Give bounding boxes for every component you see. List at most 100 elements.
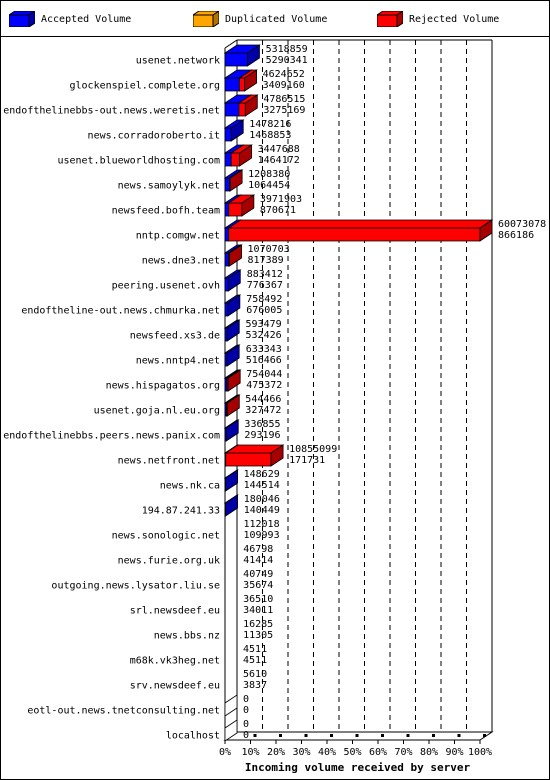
- legend-item-duplicated: Duplicated Volume: [193, 9, 327, 29]
- value-label-accepted: 293196: [244, 430, 280, 441]
- x-tick-marker: [381, 734, 384, 737]
- value-label-total: 336855: [244, 419, 280, 430]
- legend: Accepted Volume Duplicated Volume Reject…: [1, 1, 549, 37]
- value-label-total: 1208380: [248, 169, 290, 180]
- legend-label-duplicated: Duplicated Volume: [225, 13, 328, 25]
- blue-3d-box-icon: [9, 11, 35, 27]
- value-label-total: 0: [243, 719, 249, 730]
- value-label-total: 3447688: [258, 144, 300, 155]
- bar-accepted-front: [224, 127, 232, 142]
- value-label-accepted: 870671: [260, 205, 296, 216]
- value-label-accepted: 34011: [243, 605, 273, 616]
- x-tick-label: 50%: [343, 747, 361, 758]
- x-tick-label: 80%: [420, 747, 438, 758]
- bar-accepted-front: [224, 77, 240, 92]
- bar-accepted-side: [247, 44, 260, 67]
- category-label: news.bbs.nz: [154, 631, 220, 642]
- category-label: srl.newsdeef.eu: [130, 606, 220, 617]
- x-tick-label: 20%: [267, 747, 285, 758]
- value-label-accepted: 817389: [248, 255, 284, 266]
- value-label-total: 4624652: [263, 69, 305, 80]
- category-label: news.hispagatos.org: [106, 381, 220, 392]
- bar-accepted-side: [227, 294, 241, 317]
- bar-rejected-front: [230, 152, 241, 167]
- bar-rejected-side: [244, 69, 258, 92]
- bar-rejected-side: [229, 169, 243, 192]
- category-label: news.sonologic.net: [112, 531, 220, 542]
- bar-rejected-side: [244, 94, 258, 117]
- bar-rejected-side: [229, 244, 242, 267]
- bar-rejected-side: [226, 394, 240, 417]
- legend-swatch-side: [212, 11, 219, 27]
- category-label: usenet.network: [136, 56, 220, 67]
- x-tick-label: 60%: [369, 747, 387, 758]
- category-label: localhost: [166, 731, 220, 742]
- value-label-accepted: 4511: [243, 655, 267, 666]
- category-label: endoftheline-out.news.chmurka.net: [21, 306, 220, 317]
- x-tick-label: 10%: [241, 747, 259, 758]
- value-label-total: 3971903: [260, 194, 302, 205]
- x-tick-marker: [355, 734, 359, 737]
- x-tick-marker: [253, 734, 257, 737]
- value-label-total: 758492: [246, 294, 282, 305]
- bar-accepted-front: [224, 227, 230, 242]
- legend-label-rejected: Rejected Volume: [409, 13, 500, 25]
- value-label-total: 1478216: [249, 119, 291, 130]
- bar-rejected-front: [228, 227, 481, 242]
- value-label-accepted: 171731: [289, 455, 325, 466]
- bar-rejected-side: [270, 444, 284, 467]
- x-tick-marker: [304, 734, 308, 737]
- value-label-accepted: 516466: [246, 355, 282, 366]
- category-label: outgoing.news.lysator.liu.se: [51, 581, 220, 592]
- value-label-accepted: 140449: [244, 505, 280, 516]
- bar-accepted-side: [225, 494, 238, 517]
- value-label-total: 5318859: [266, 44, 308, 55]
- value-label-total: 112018: [243, 519, 279, 530]
- value-label-total: 148629: [244, 469, 280, 480]
- value-label-total: 754044: [246, 369, 282, 380]
- category-label: news.nntp4.net: [136, 356, 220, 367]
- legend-item-accepted: Accepted Volume: [9, 9, 131, 29]
- x-tick-marker: [483, 734, 486, 737]
- x-tick-marker: [279, 734, 282, 737]
- category-label: usenet.goja.nl.eu.org: [94, 406, 220, 417]
- bar-accepted-front: [224, 252, 229, 267]
- value-label-accepted: 3409160: [263, 80, 305, 91]
- bar-rejected-side: [239, 144, 253, 167]
- value-label-total: 544466: [245, 394, 281, 405]
- category-label: newsfeed.xs3.de: [130, 331, 220, 342]
- value-label-total: 4511: [243, 644, 267, 655]
- value-label-accepted: 5290341: [266, 55, 308, 66]
- bar-rejected-front: [239, 77, 246, 92]
- value-label-accepted: 3837: [243, 680, 267, 691]
- value-label-total: 883412: [247, 269, 283, 280]
- x-tick-label: 100%: [468, 747, 492, 758]
- value-label-total: 593479: [246, 319, 282, 330]
- bar-rejected-front: [228, 202, 243, 217]
- value-label-accepted: 3275169: [263, 105, 305, 116]
- orange-3d-box-icon: [193, 11, 219, 27]
- red-3d-box-icon: [377, 11, 403, 27]
- category-label: news.netfront.net: [118, 456, 220, 467]
- category-label: news.nk.ca: [160, 481, 220, 492]
- category-label: news.corradoroberto.it: [88, 131, 220, 142]
- legend-swatch-top: [193, 11, 219, 16]
- category-label: news.samoylyk.net: [118, 181, 220, 192]
- value-label-accepted: 35674: [243, 580, 273, 591]
- x-tick-marker: [406, 734, 410, 737]
- bar-rejected-side: [227, 369, 241, 392]
- bar-rejected-front: [225, 452, 272, 467]
- category-label: srv.newsdeef.eu: [130, 681, 220, 692]
- category-label: 194.87.241.33: [142, 506, 220, 517]
- value-label-accepted: 41414: [243, 555, 273, 566]
- bar-accepted-side: [227, 269, 241, 292]
- category-label: endofthelinebbs.peers.news.panix.com: [3, 431, 220, 442]
- category-label: endofthelinebbs-out.news.weretis.net: [3, 106, 220, 117]
- value-label-accepted: 11305: [243, 630, 273, 641]
- x-tick-marker: [330, 734, 333, 737]
- category-label: m68k.vk3heg.net: [130, 656, 220, 667]
- category-label: nntp.comgw.net: [136, 231, 220, 242]
- bar-rejected-side: [241, 194, 255, 217]
- value-label-accepted: 109993: [243, 530, 279, 541]
- legend-swatch-top: [9, 11, 35, 16]
